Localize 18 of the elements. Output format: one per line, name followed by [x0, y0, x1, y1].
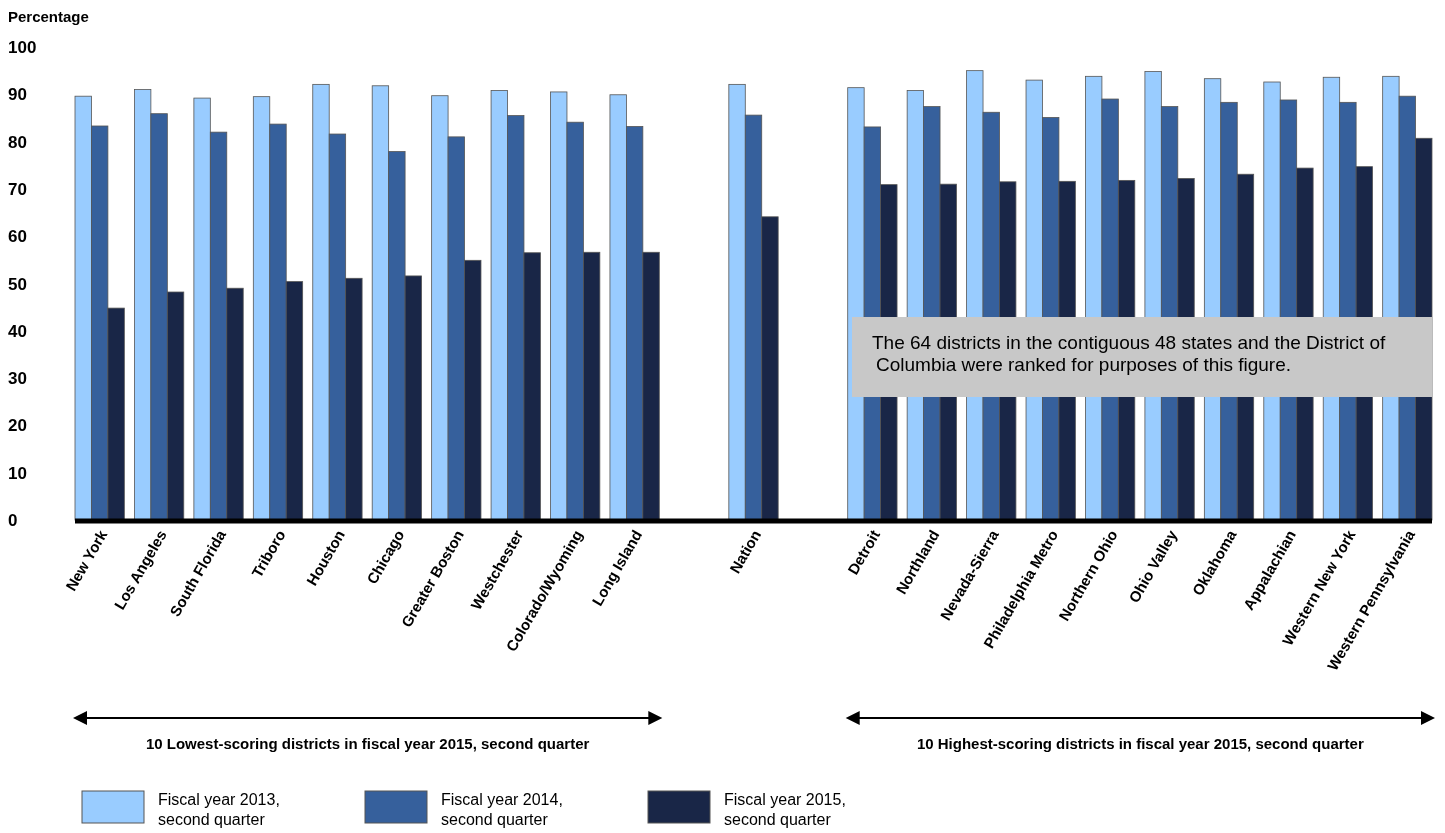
- y-tick-label: 80: [8, 132, 27, 152]
- y-tick-label: 0: [8, 511, 18, 530]
- y-tick-label: 60: [8, 227, 27, 247]
- y-tick-label: 70: [8, 179, 27, 199]
- y-tick-label: 100: [8, 38, 37, 57]
- legend-label: Fiscal year 2014, second quarter: [441, 791, 563, 828]
- y-tick-label: 90: [8, 85, 27, 105]
- legend-label: Fiscal year 2013, second quarter: [158, 791, 280, 828]
- y-tick-label: 50: [8, 274, 27, 294]
- y-tick-label: 30: [8, 369, 27, 389]
- y-tick-label: 40: [8, 321, 27, 341]
- y-tick-label: 20: [8, 416, 27, 436]
- y-axis-title: Percentage: [8, 8, 89, 25]
- text: 10 Lowest-scoring districts in fiscal year 2015, second quarter: [145, 735, 590, 752]
- y-tick-label: 10: [8, 463, 27, 483]
- legend-label: Fiscal year 2015, second quarter: [724, 791, 846, 828]
- annotation: The 64 districts in the contiguous 48 states and the District of Columbia were ranked for purposes of this figure.: [872, 332, 1386, 375]
- text: 10 Highest-scoring districts in fiscal year 2015, second quarter: [916, 735, 1364, 752]
